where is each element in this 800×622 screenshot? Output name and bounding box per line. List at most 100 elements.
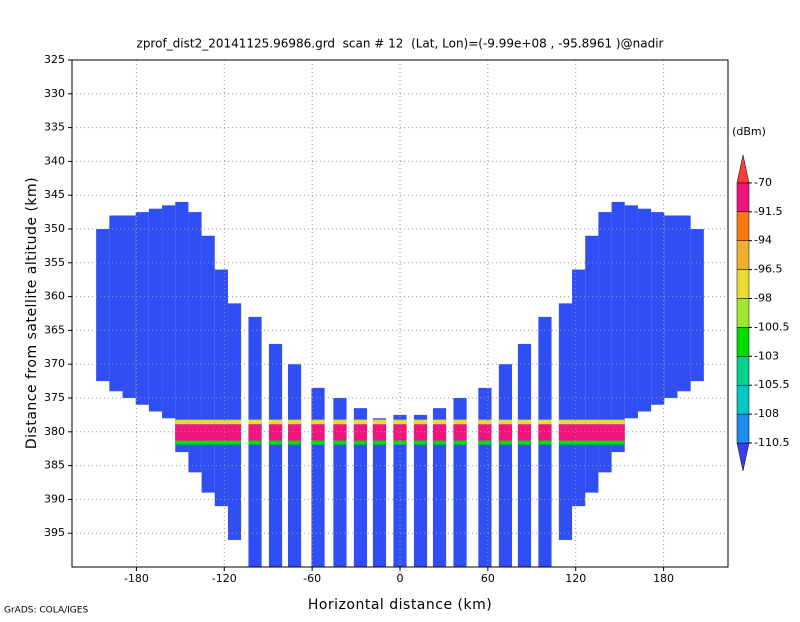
colorbar-label: -110.5 [754, 436, 789, 449]
colorbar-segment [736, 327, 750, 357]
echo-band [188, 424, 202, 441]
echo-band [478, 424, 492, 441]
y-tick-label: 370 [44, 357, 65, 370]
y-tick-label: 385 [44, 459, 65, 472]
y-tick-label: 355 [44, 256, 65, 269]
echo-band [432, 440, 447, 445]
swath-column [148, 208, 163, 412]
echo-band [453, 424, 467, 441]
y-tick-label: 390 [44, 492, 65, 505]
swath-column [611, 201, 625, 453]
y-tick-label: 345 [44, 188, 65, 201]
swath-column [109, 215, 123, 392]
echo-band [598, 440, 612, 445]
y-tick-label: 350 [44, 222, 65, 235]
echo-band [585, 419, 599, 425]
swath-column [287, 364, 302, 567]
colorbar-label: -108 [754, 407, 779, 420]
echo-band [517, 440, 532, 445]
swath-column [664, 215, 678, 398]
echo-band [248, 419, 262, 425]
echo-band [517, 419, 532, 425]
echo-band [214, 424, 228, 441]
colorbar-segment [736, 413, 750, 444]
x-tick-label: -120 [212, 572, 237, 585]
echo-band [538, 424, 552, 441]
y-tick-label: 380 [44, 425, 65, 438]
echo-band [598, 424, 612, 441]
swath-column [311, 387, 325, 567]
y-tick-label: 330 [44, 87, 65, 100]
echo-band [572, 419, 586, 425]
echo-band [432, 424, 447, 441]
plot-frame [71, 59, 729, 568]
y-tick-label: 325 [44, 53, 65, 66]
swath-column [135, 212, 149, 405]
echo-band [333, 440, 347, 445]
echo-band [175, 440, 189, 445]
echo-band [498, 440, 513, 445]
x-tick-label: 120 [565, 572, 586, 585]
swath-column [637, 208, 652, 412]
colorbar-segment [736, 384, 750, 415]
echo-band [287, 419, 302, 425]
echo-band [432, 419, 447, 425]
echo-band [201, 419, 215, 425]
swath-column [432, 408, 447, 567]
colorbar-label: -70 [754, 176, 772, 189]
swath-column [413, 414, 428, 567]
echo-band [353, 440, 368, 445]
swath-column [268, 343, 283, 567]
y-tick-label: 375 [44, 391, 65, 404]
echo-band [214, 440, 228, 445]
echo-band [558, 424, 573, 441]
echo-band [393, 419, 407, 425]
echo-band [598, 419, 612, 425]
echo-band [353, 424, 368, 441]
swath-column [651, 212, 665, 405]
echo-band [227, 424, 242, 441]
echo-band [311, 419, 325, 425]
swath-column [175, 201, 189, 453]
colorbar-segment [736, 269, 750, 299]
x-axis-label: Horizontal distance (km) [308, 597, 492, 613]
colorbar-label: -105.5 [754, 378, 789, 391]
echo-band [538, 440, 552, 445]
echo-band [478, 419, 492, 425]
echo-band [517, 424, 532, 441]
colorbar-segment [736, 298, 750, 328]
swath-column [677, 215, 691, 392]
y-tick-label: 365 [44, 323, 65, 336]
swath-column [498, 364, 513, 567]
swath-column [122, 215, 136, 398]
echo-band [498, 424, 513, 441]
x-tick-label: 60 [481, 572, 495, 585]
colorbar-label: -94 [754, 234, 772, 247]
swath-column [478, 387, 492, 567]
y-axis-label: Distance from satellite altitude (km) [24, 177, 40, 449]
echo-band [188, 440, 202, 445]
y-tick-label: 335 [44, 121, 65, 134]
colorbar-segment [736, 182, 750, 213]
echo-band [558, 419, 573, 425]
echo-band [287, 424, 302, 441]
echo-band [248, 440, 262, 445]
echo-band [311, 440, 325, 445]
y-tick-label: 360 [44, 290, 65, 303]
echo-band [611, 419, 625, 425]
echo-band [227, 440, 242, 445]
swath-column [598, 212, 612, 473]
swath-column [353, 408, 368, 567]
echo-band [453, 440, 467, 445]
swath-column [517, 343, 532, 567]
y-tick-label: 395 [44, 526, 65, 539]
credit: GrADS: COLA/IGES [4, 606, 88, 616]
echo-band [453, 419, 467, 425]
x-tick-label: 0 [397, 572, 404, 585]
echo-band [201, 440, 215, 445]
echo-band [585, 440, 599, 445]
echo-band [413, 419, 428, 425]
echo-band [214, 419, 228, 425]
echo-band [372, 419, 387, 425]
echo-band [393, 440, 407, 445]
